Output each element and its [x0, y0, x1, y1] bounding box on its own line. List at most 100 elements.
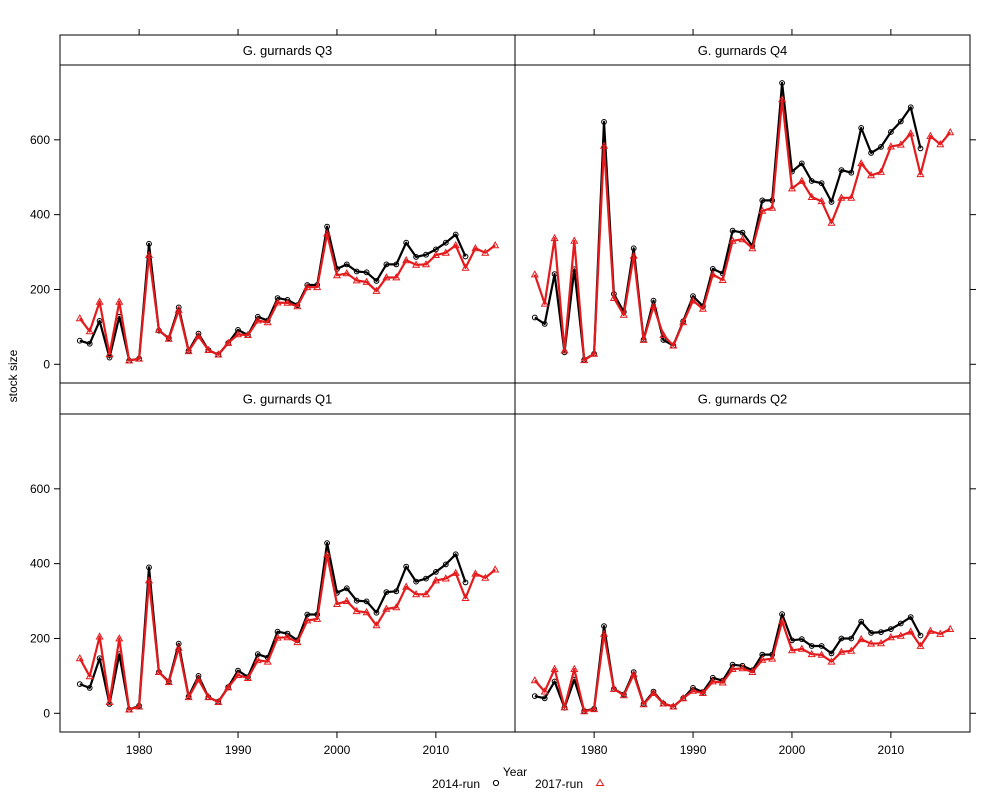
data-point [619, 690, 628, 699]
data-point [342, 269, 351, 277]
data-point [481, 573, 490, 581]
data-point [442, 239, 449, 246]
data-point [570, 236, 579, 244]
series-line [534, 613, 922, 713]
panel-strip [514, 34, 971, 66]
legend-label-2014-run: 2014-run [432, 777, 480, 791]
data-point [413, 578, 420, 585]
x-tick-label: 1990 [225, 743, 252, 757]
data-point [550, 233, 559, 242]
data-point [758, 206, 767, 214]
data-point [105, 349, 114, 358]
data-point [115, 297, 124, 305]
data-point [531, 693, 538, 699]
data-point [630, 245, 637, 252]
data-point [233, 670, 243, 678]
data-point [818, 643, 825, 649]
data-point [224, 338, 233, 346]
data-point [659, 699, 668, 707]
data-point [708, 270, 717, 278]
series-2014-run [76, 223, 469, 364]
data-point [194, 675, 203, 683]
series-2017-run [75, 229, 500, 364]
data-point [214, 350, 223, 358]
data-point [441, 574, 450, 582]
data-point [253, 655, 262, 664]
data-point [857, 634, 866, 643]
data-point [164, 677, 173, 686]
data-point [858, 125, 865, 131]
data-point [639, 699, 648, 708]
data-point [402, 255, 411, 264]
data-point [392, 273, 401, 281]
data-point [403, 239, 410, 246]
data-point [115, 634, 124, 642]
data-point [629, 670, 638, 678]
data-point [867, 639, 876, 647]
data-point [135, 354, 144, 362]
data-point [541, 321, 548, 327]
data-point [649, 301, 658, 310]
panel-strip [59, 382, 516, 415]
data-point [433, 569, 439, 575]
data-point [669, 702, 678, 710]
data-point [233, 330, 243, 338]
data-point [718, 678, 727, 686]
data-point [688, 296, 698, 304]
axes-layer: 1980 1990 2000 2010 1980 1990 2000 201002004006… [30, 29, 976, 757]
series-line [79, 225, 467, 362]
data-point [324, 223, 331, 230]
x-axis-label: Year [503, 765, 527, 779]
data-point [679, 318, 688, 326]
data-point [531, 314, 538, 321]
data-point [105, 697, 114, 705]
data-point [263, 318, 272, 326]
data-point [431, 576, 440, 584]
data-point [878, 629, 884, 635]
data-point [442, 561, 449, 568]
data-point [601, 623, 607, 629]
data-point [243, 330, 252, 338]
data-point [214, 697, 223, 705]
data-point [293, 301, 302, 310]
x-tick-label: 1980 [126, 743, 153, 757]
data-point [144, 250, 154, 258]
data-point [313, 282, 322, 291]
data-point [837, 647, 846, 655]
data-point [362, 277, 371, 285]
data-point [897, 620, 904, 627]
panel-frame [59, 413, 516, 733]
data-point [807, 649, 816, 658]
data-point [580, 707, 589, 715]
panel-frame [514, 413, 971, 733]
data-point [96, 318, 103, 324]
data-point [847, 193, 856, 201]
data-point [828, 650, 835, 657]
data-point [313, 614, 322, 622]
data-point [936, 629, 945, 637]
data-point [807, 192, 816, 200]
data-point [352, 606, 361, 615]
x-tick-label: 1990 [680, 743, 707, 757]
data-point [848, 169, 855, 176]
x-tick-label: 2010 [423, 743, 450, 757]
data-point [343, 261, 350, 268]
data-point [403, 563, 410, 570]
data-point [372, 286, 381, 294]
data-point [619, 310, 628, 318]
data-point [857, 159, 866, 167]
data-point [324, 540, 331, 546]
data-point [787, 646, 797, 654]
data-point [284, 630, 291, 637]
data-point [649, 688, 658, 696]
data-point [787, 184, 797, 192]
data-point [560, 346, 569, 354]
data-point [659, 330, 668, 338]
panel-title: G. gurnards Q2 [698, 392, 788, 407]
data-point [530, 270, 539, 278]
data-point [748, 243, 757, 252]
data-point [125, 705, 134, 713]
data-point [392, 603, 401, 611]
data-point [828, 199, 835, 205]
data-point [263, 657, 272, 665]
